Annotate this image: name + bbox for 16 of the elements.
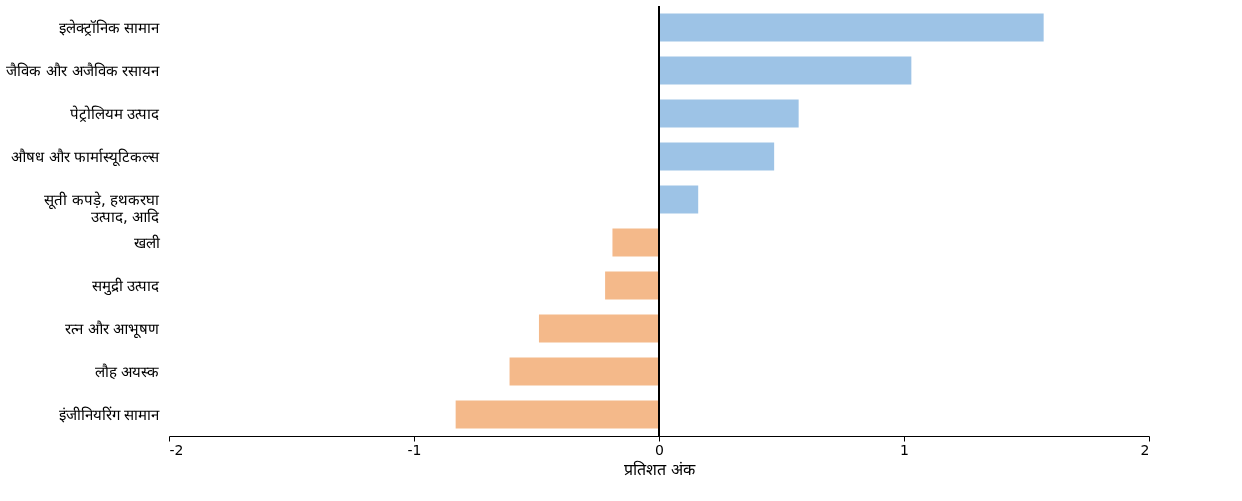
y-tick-label: रत्न और आभूषण: [64, 319, 161, 339]
x-tick-label: 2: [1140, 441, 1150, 458]
y-tick-label: लौह अयस्क: [94, 362, 160, 381]
x-tick-label: 1: [900, 441, 909, 458]
y-tick-label: औषध और फार्मास्यूटिकल्स: [10, 147, 161, 167]
y-tick-label: समुद्री उत्पाद: [91, 276, 161, 296]
y-tick-label: जैविक और अजैविक रसायन: [6, 61, 161, 80]
y-tick-label: सूती कपड़े, हथकरघा उत्पाद, आदि: [44, 190, 161, 226]
y-tick-label: पेट्रोलियम उत्पाद: [69, 104, 161, 123]
y-tick-label: इलेक्ट्रॉनिक सामान: [58, 18, 161, 37]
y-tick-label: खली: [133, 233, 161, 252]
x-axis-title: प्रतिशत अंक: [623, 459, 697, 479]
x-tick-label: -2: [169, 441, 184, 458]
x-tick-label: -1: [407, 441, 422, 458]
y-tick-label: इंजीनियरिंग सामान: [58, 405, 161, 424]
x-tick-label: 0: [655, 441, 664, 458]
